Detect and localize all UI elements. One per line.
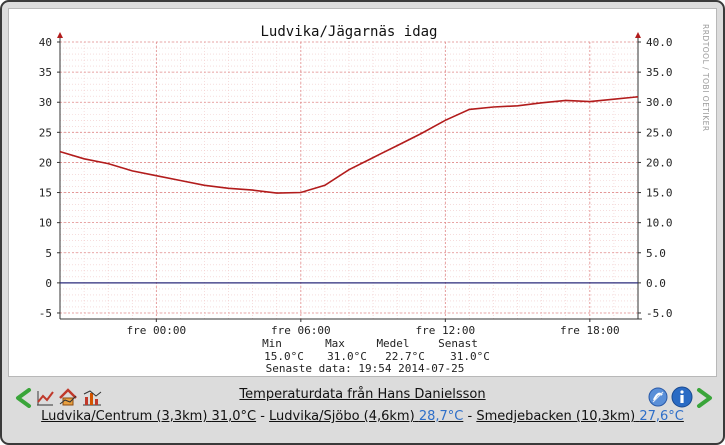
y-tick-label-left: 20 (39, 156, 52, 169)
y-tick-label-right: -5.0 (646, 307, 673, 320)
temperature-chart: Ludvika/Jägarnäs idag -5 0 5 10 15 20 25 30 35 40 -… (39, 24, 710, 375)
y-tick-label-left: 35 (39, 66, 52, 79)
nearby-stations: Ludvika/Centrum (3,3km) 31,0°C - Ludvika… (2, 409, 723, 424)
y-tick-label-left: 15 (39, 187, 52, 200)
temperature-series-line (59, 96, 639, 194)
y-tick-label-right: 30.0 (646, 96, 673, 109)
y-tick-label-left: 40 (39, 36, 52, 49)
stats-value: 31.0°C (450, 350, 490, 363)
stats-header: Max (325, 337, 345, 350)
arrow-left-icon[interactable] (14, 388, 32, 408)
stats-header: Medel (376, 337, 409, 350)
y-tick-label-right: 5.0 (646, 247, 666, 260)
station-separator: - (463, 409, 477, 424)
y-tick-label-right: 0.0 (646, 277, 666, 290)
stats-value: 15.0°C (264, 350, 304, 363)
x-tick-label: fre 12:00 (416, 324, 476, 337)
y-tick-label-left: 5 (45, 247, 52, 260)
chart-title: Ludvika/Jägarnäs idag (260, 24, 437, 40)
station-link-smedjebacken[interactable]: Smedjebacken (10,3km) 27,6°C (476, 409, 684, 424)
station-separator: - (256, 409, 270, 424)
y-tick-label-left: 30 (39, 96, 52, 109)
y-tick-label-right: 25.0 (646, 126, 673, 139)
y-tick-label-right: 10.0 (646, 217, 673, 230)
y-axis-left-arrow (57, 32, 63, 38)
y-tick-label-right: 40.0 (646, 36, 673, 49)
y-tick-label-left: -5 (39, 307, 52, 320)
chart-panel: Ludvika/Jägarnäs idag -5 0 5 10 15 20 25 30 35 40 -… (8, 8, 717, 377)
stats-updated: Senaste data: 19:54 2014-07-25 (266, 362, 465, 375)
chart-bars-icon[interactable] (81, 388, 103, 408)
x-tick-label: fre 00:00 (127, 324, 187, 337)
y-tick-label-left: 25 (39, 126, 52, 139)
stats-value: 31.0°C (327, 350, 367, 363)
footer: Temperaturdata från Hans Danielsson Ludv… (2, 380, 723, 443)
stats-header: Senast (438, 337, 478, 350)
y-tick-label-left: 10 (39, 217, 52, 230)
station-link-ludvika-sjobo[interactable]: Ludvika/Sjöbo (4,6km) 28,7°C (269, 409, 464, 424)
y-axis-right-arrow (635, 32, 641, 38)
arrow-right-icon[interactable] (696, 388, 714, 408)
y-tick-label-right: 20.0 (646, 156, 673, 169)
rrdtool-watermark: RRDTOOL / TOBI OETIKER (701, 24, 710, 132)
info-icon[interactable] (671, 386, 693, 408)
y-tick-label-right: 15.0 (646, 187, 673, 200)
y-tick-label-right: 35.0 (646, 66, 673, 79)
stats-value: 22.7°C (385, 350, 425, 363)
help-icon[interactable] (648, 387, 668, 407)
y-tick-label-left: 0 (45, 277, 52, 290)
stats-header: Min (262, 337, 282, 350)
chart-house-icon[interactable] (57, 386, 79, 408)
data-credit-link[interactable]: Temperaturdata från Hans Danielsson (239, 387, 486, 402)
chart-small-icon[interactable] (35, 388, 55, 408)
x-tick-label: fre 06:00 (271, 324, 331, 337)
x-tick-label: fre 18:00 (560, 324, 620, 337)
station-link-ludvika-centrum[interactable]: Ludvika/Centrum (3,3km) 31,0°C (41, 409, 257, 424)
